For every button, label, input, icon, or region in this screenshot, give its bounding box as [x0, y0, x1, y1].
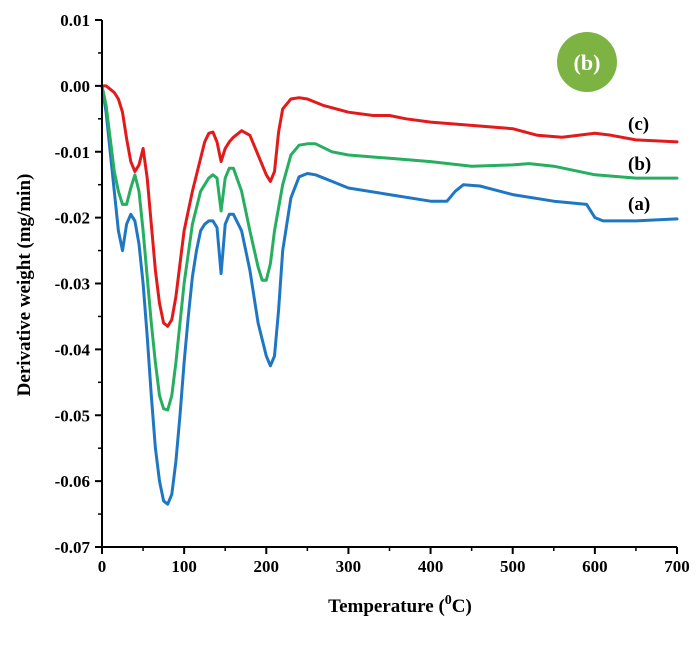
- badge-label: (b): [574, 50, 601, 75]
- series-label-b: (b): [628, 154, 651, 175]
- y-tick-label: -0.07: [55, 538, 91, 557]
- y-tick-label: -0.04: [55, 340, 91, 359]
- y-tick-label: 0.01: [60, 11, 90, 30]
- x-tick-label: 100: [171, 557, 197, 576]
- badge-circle: [557, 32, 617, 92]
- y-axis-title: Derivative weight (mg/min): [14, 174, 35, 397]
- y-tick-label: -0.01: [55, 143, 90, 162]
- x-tick-label: 0: [98, 557, 107, 576]
- x-tick-label: 400: [418, 557, 444, 576]
- y-tick-label: 0.00: [60, 77, 90, 96]
- y-tick-label: -0.05: [55, 406, 90, 425]
- series-line-1: [100, 84, 679, 412]
- x-tick-label: 500: [500, 557, 526, 576]
- x-tick-label: 600: [582, 557, 608, 576]
- axes: 0 100 200 300 400 500 600 700 0.01 0.00 -0.01 -0.02…: [55, 11, 690, 576]
- y-tick-label: -0.06: [55, 472, 90, 491]
- y-tick-label: -0.02: [55, 209, 90, 228]
- x-axis-title-sup: 0: [445, 593, 452, 608]
- y-tick-label: -0.03: [55, 275, 90, 294]
- badge: (b): [557, 32, 617, 92]
- x-axis-title-unit: C): [452, 596, 472, 617]
- x-axis-title-main: Temperature (: [328, 596, 445, 617]
- plot-area: [100, 84, 679, 506]
- x-tick-label: 300: [336, 557, 362, 576]
- series-line-0: [100, 84, 679, 506]
- series-label-c: (c): [628, 114, 649, 135]
- x-axis-title: Temperature (0C): [328, 593, 472, 617]
- x-tick-label: 700: [664, 557, 690, 576]
- x-tick-label: 200: [254, 557, 280, 576]
- series-line-2: [100, 84, 679, 328]
- series-label-a: (a): [628, 194, 650, 215]
